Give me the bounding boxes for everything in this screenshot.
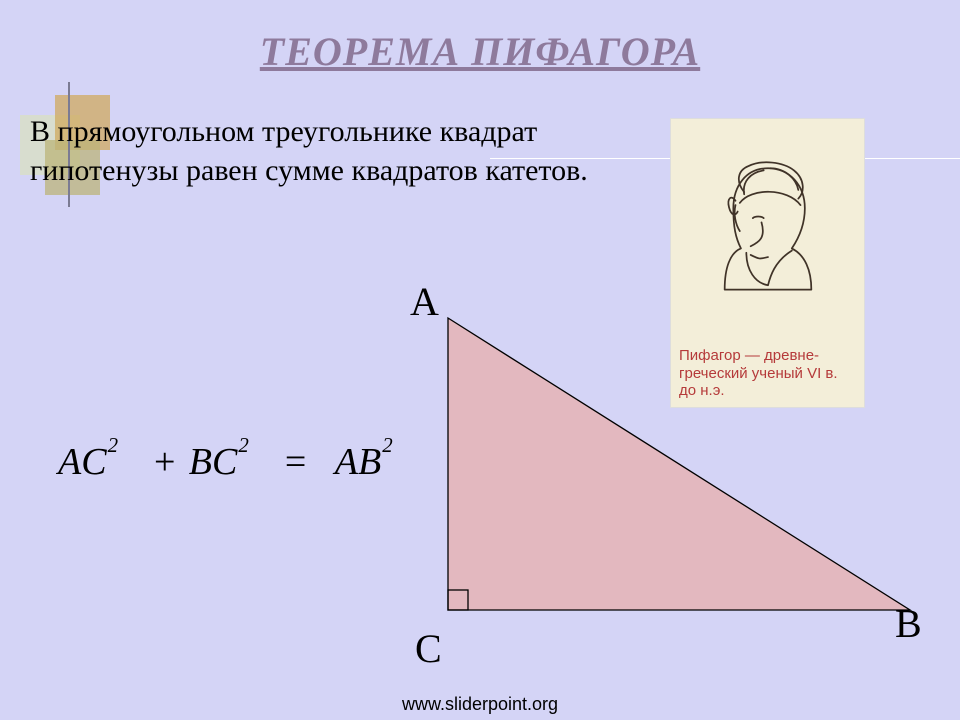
right-triangle-diagram [400, 280, 940, 660]
formula-plus: + [154, 440, 175, 484]
formula-term-ac: AC2 [58, 440, 107, 484]
slide-title: ТЕОРЕМА ПИФАГОРА [0, 28, 960, 75]
formula-term-bc: BC2 [189, 440, 238, 484]
triangle-svg [400, 280, 940, 660]
pythagorean-formula: AC2 + BC2 = AB2 [58, 440, 408, 484]
vertex-label-a: A [410, 278, 439, 325]
formula-term-ab: AB2 [335, 440, 381, 484]
vertex-label-c: C [415, 625, 442, 672]
vertex-label-b: B [895, 600, 922, 647]
theorem-statement: В прямоугольном треугольнике квадрат гип… [30, 112, 610, 190]
triangle-shape [448, 318, 910, 610]
formula-eq: = [285, 440, 306, 484]
footer-url: www.sliderpoint.org [0, 694, 960, 715]
